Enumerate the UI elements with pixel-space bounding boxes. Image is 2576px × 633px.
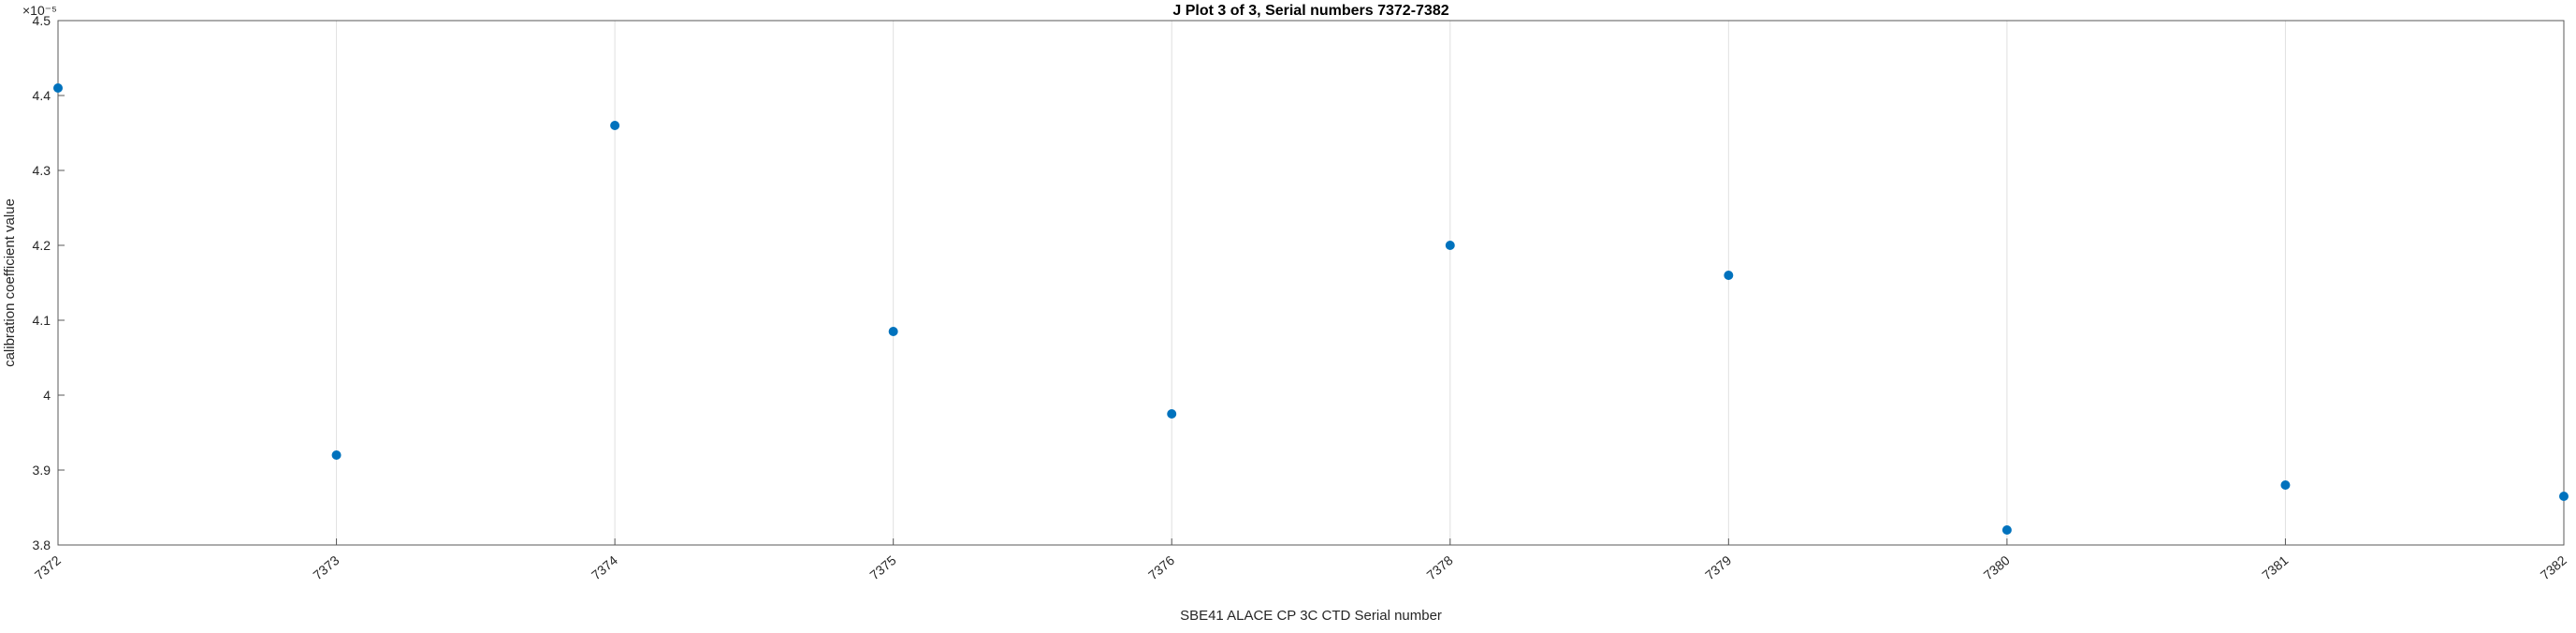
data-point <box>53 83 63 93</box>
y-tick-label: 4.3 <box>33 163 51 178</box>
plot-border <box>57 20 2565 546</box>
x-tick-label: 7375 <box>866 552 898 582</box>
y-axis-label: calibration coefficient value <box>2 199 18 367</box>
x-tick-label: 7376 <box>1145 552 1177 582</box>
x-tick-label: 7372 <box>32 552 64 582</box>
x-tick-label: 7379 <box>1702 552 1734 582</box>
chart-title: J Plot 3 of 3, Serial numbers 7372-7382 <box>1172 3 1448 19</box>
data-point <box>610 121 620 130</box>
data-point <box>331 450 342 460</box>
y-tick-label: 4.2 <box>33 238 51 253</box>
y-tick-label: 4.4 <box>33 88 51 103</box>
x-tick-label: 7380 <box>1981 552 2013 582</box>
y-tick-label: 4.5 <box>33 13 51 28</box>
data-point <box>1445 241 1455 250</box>
grid-layer <box>57 21 2565 545</box>
x-tick-label: 7382 <box>2538 552 2569 582</box>
y-tick-label: 4 <box>43 388 51 403</box>
data-point <box>2280 480 2291 490</box>
x-tick-label: 7378 <box>1424 552 1456 582</box>
data-point <box>888 327 898 336</box>
y-tick-label: 3.9 <box>33 463 51 478</box>
y-tick-label: 4.1 <box>33 313 51 328</box>
x-tick-label: 7374 <box>589 552 620 582</box>
points-layer <box>53 83 2569 535</box>
data-point <box>1724 271 1734 280</box>
data-point <box>2559 492 2569 501</box>
data-point <box>1167 409 1177 419</box>
x-axis-label: SBE41 ALACE CP 3C CTD Serial number <box>1180 608 1442 624</box>
axes-layer: 3.8 3.9 4 4.1 4.2 4.3 4.4 4.5 7372 7373 7374 7375 73… <box>32 13 2569 582</box>
y-tick-label: 3.8 <box>33 537 51 552</box>
x-tick-label: 7373 <box>310 552 342 582</box>
y-axis-multiplier: ×10⁻⁵ <box>22 3 57 18</box>
data-point <box>2001 525 2012 535</box>
x-tick-label: 7381 <box>2259 552 2291 582</box>
